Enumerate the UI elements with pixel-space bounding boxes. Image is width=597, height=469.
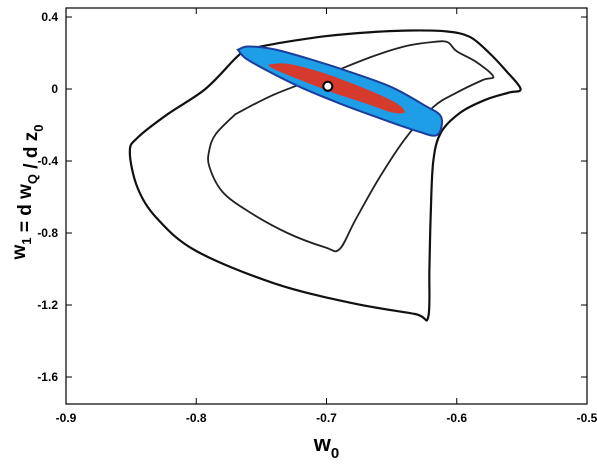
x-tick-label: -0.5 — [577, 411, 597, 425]
y-tick-label: 0.4 — [41, 10, 58, 24]
outer-contour — [128, 29, 522, 322]
red-confidence-region — [267, 63, 405, 114]
y-tick-label: -0.4 — [37, 154, 58, 168]
x-axis-title: w0 — [313, 431, 339, 462]
x-axis-title-text: w0 — [313, 431, 339, 462]
y-tick-label: -1.6 — [37, 370, 58, 384]
x-tick-label: -0.9 — [56, 411, 77, 425]
best-fit-marker — [322, 80, 334, 92]
y-axis-title: w1 = d wQ / d z0 — [9, 125, 46, 261]
tick-layer: -0.9 -0.8 -0.7 -0.6 -0.5 0.4 0 -0.4 -0.8 -1.2 -1.6 — [37, 8, 597, 425]
y-tick-label: 0 — [51, 82, 58, 96]
x-tick-label: -0.6 — [446, 411, 467, 425]
x-tick-label: -0.8 — [186, 411, 207, 425]
y-tick-label: -0.8 — [37, 226, 58, 240]
y-tick-label: -1.2 — [37, 298, 58, 312]
x-tick-label: -0.7 — [316, 411, 337, 425]
inner-contour — [207, 40, 495, 253]
series-layer — [128, 29, 522, 322]
y-axis-title-text: w1 = d wQ / d z0 — [9, 125, 46, 261]
